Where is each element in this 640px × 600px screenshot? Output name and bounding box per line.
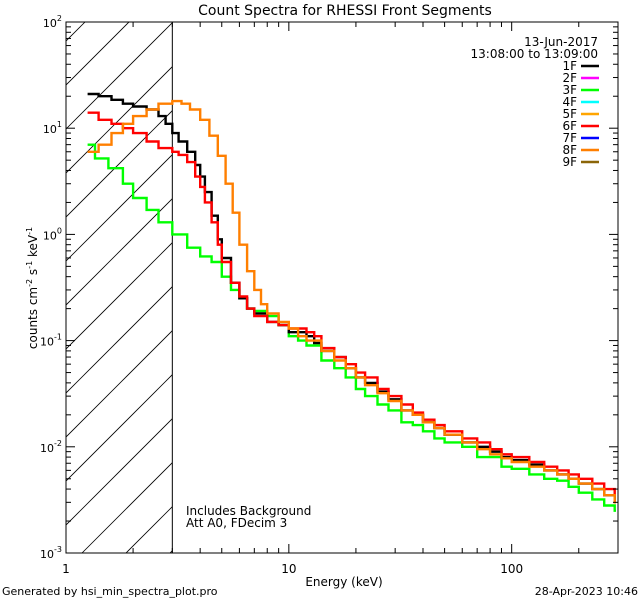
hatch-line <box>390 0 640 553</box>
legend-label-7F: 7F <box>562 131 577 145</box>
legend-label-3F: 3F <box>562 83 577 97</box>
hatch-line <box>66 418 173 526</box>
y-tick-base: 10 <box>40 336 54 349</box>
hatch-line <box>302 0 640 553</box>
legend-label-6F: 6F <box>562 119 577 133</box>
y-tick-exp: -1 <box>54 333 62 342</box>
y-tick-exp: 0 <box>57 226 62 235</box>
y-tick-exp: 2 <box>57 14 62 23</box>
hatch-line <box>566 0 640 553</box>
y-label-part-3: keV <box>26 234 40 261</box>
plot-frame <box>65 21 619 554</box>
attenuator-note: Att A0, FDecim 3 <box>186 516 287 530</box>
y-tick-base: 10 <box>40 548 54 561</box>
timestamp-footer: 28-Apr-2023 10:46 <box>535 585 638 598</box>
hatch-line <box>66 330 173 438</box>
y-tick-label: 10-1 <box>40 333 62 349</box>
hatch-line <box>258 0 640 553</box>
y-tick-label: 100 <box>43 226 62 242</box>
legend-label-8F: 8F <box>562 143 577 157</box>
legend-label-5F: 5F <box>562 107 577 121</box>
date-label: 13-Jun-2017 <box>524 35 598 49</box>
tick-layer <box>65 22 619 554</box>
hatch-line <box>66 374 173 482</box>
y-label-exp-3: -1 <box>25 227 34 235</box>
hatch-line <box>66 66 173 174</box>
hatch-line <box>66 198 173 306</box>
hatch-line <box>66 22 130 86</box>
series-3F <box>87 143 616 512</box>
x-tick-label: 10 <box>281 562 296 576</box>
hatch-line <box>434 0 640 553</box>
legend-label-9F: 9F <box>562 155 577 169</box>
x-tick-label: 1 <box>62 562 70 576</box>
chart-title: Count Spectra for RHESSI Front Segments <box>198 3 492 19</box>
excluded-energy-hatch <box>0 0 640 553</box>
y-tick-base: 10 <box>40 442 54 455</box>
series-8F <box>87 99 616 504</box>
y-label-part-1: counts cm <box>26 287 40 349</box>
legend-label-1F: 1F <box>562 59 577 73</box>
x-tick-label: 100 <box>500 562 523 576</box>
y-tick-base: 10 <box>43 17 57 30</box>
hatch-line <box>0 0 110 553</box>
y-axis-label: counts cm-2 s-1 keV-1 <box>25 227 40 349</box>
y-tick-label: 101 <box>43 120 62 136</box>
hatch-area <box>66 22 172 553</box>
y-label-part-2: s <box>26 269 40 279</box>
y-tick-base: 10 <box>43 229 57 242</box>
hatch-line <box>66 286 173 394</box>
series-6F <box>87 111 616 497</box>
time-range-label: 13:08:00 to 13:09:00 <box>471 47 598 61</box>
y-label-exp-2: -1 <box>25 261 34 269</box>
y-label-exp-1: -2 <box>25 279 34 287</box>
y-tick-label: 10-3 <box>40 545 62 561</box>
hatch-line <box>66 242 173 350</box>
background-note: Includes Background <box>186 504 311 518</box>
legend-label-2F: 2F <box>562 71 577 85</box>
y-tick-exp: 1 <box>57 120 62 129</box>
y-tick-label: 10-2 <box>40 439 62 455</box>
y-tick-exp: -3 <box>54 545 62 554</box>
legend-label-4F: 4F <box>562 95 577 109</box>
series-1F <box>87 92 616 504</box>
hatch-line <box>522 0 640 553</box>
y-tick-exp: -2 <box>54 439 62 448</box>
y-tick-label: 102 <box>43 14 62 30</box>
generated-by-footer: Generated by hsi_min_spectra_plot.pro <box>2 585 218 598</box>
y-tick-base: 10 <box>43 123 57 136</box>
x-axis-label: Energy (keV) <box>305 575 382 589</box>
hatch-line <box>66 22 173 130</box>
hatch-lines <box>0 0 640 553</box>
hatch-line <box>66 154 173 262</box>
hatch-line <box>346 0 640 553</box>
series-layer <box>87 92 616 512</box>
